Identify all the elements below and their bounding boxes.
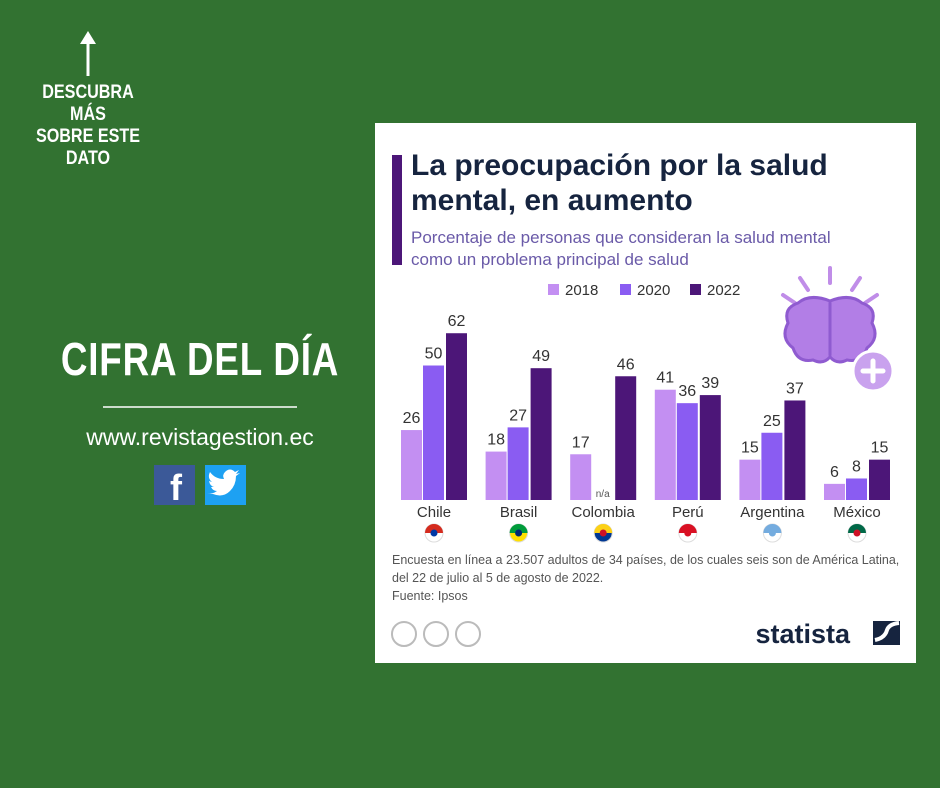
x-tick-label: Argentina [740,504,805,521]
twitter-glyph [207,469,240,496]
bar [761,432,783,500]
brand: statista [755,619,851,649]
bar [824,483,845,500]
bar [846,478,867,500]
bar [507,427,529,500]
bar [446,333,467,500]
value-label: 17 [572,434,590,451]
value-label: n/a [596,489,610,500]
flag [853,529,861,537]
bar [530,368,552,500]
flag [430,529,438,537]
bar [739,459,761,500]
value-label: 27 [509,407,527,424]
legend-swatch [620,284,631,295]
statista-logo: statista [755,619,900,649]
x-tick-label: Chile [417,504,451,521]
flag [684,529,692,537]
cta-line: DESCUBRA MÁS [42,82,134,125]
chart-subtitle: Porcentaje de personas que consideran la… [411,228,831,269]
value-label: 6 [830,464,839,481]
value-label: 15 [741,440,759,457]
bar [615,376,637,500]
cta-line: DATO [65,148,111,169]
value-label: 50 [425,346,443,363]
flag [509,524,528,533]
flag [515,529,523,537]
bar [654,389,676,500]
value-label: 25 [763,413,781,430]
bar [423,365,444,500]
bar [676,403,698,500]
value-label: 8 [852,458,861,475]
legend-swatch [690,284,701,295]
arrow-head [80,31,96,44]
flag [678,524,697,533]
flag [599,529,607,537]
x-tick-label: Perú [672,504,704,521]
cc-icons [391,621,481,647]
facebook-glyph: f [170,467,183,508]
flag [425,524,443,533]
headline: CIFRA DEL DÍA [60,333,340,385]
cta-line: SOBRE ESTE [35,126,141,147]
facebook-icon[interactable] [154,465,195,505]
x-tick-label: Brasil [500,504,538,521]
flag [768,529,776,537]
cta[interactable]: DESCUBRA MÁS SOBRE ESTE DATO [29,82,148,170]
legend-swatch [548,284,559,295]
flag [594,524,613,533]
chart-card: statista 2018 2020 2022 26 50 62 Chile 18 27 49 Br… [375,123,916,663]
bar [699,395,721,500]
bar [869,459,890,500]
x-tick-label: México [833,504,881,521]
chart-note: Encuesta en línea a 23.507 adultos de 34… [392,553,900,585]
title-accent [392,155,402,265]
chart-source: Fuente: Ipsos [392,589,468,603]
bar [485,451,507,500]
flag [848,524,866,533]
flag [763,524,782,533]
value-label: 37 [786,380,804,397]
value-label: 41 [656,370,674,387]
bar [401,430,422,500]
value-label: 26 [403,410,421,427]
legend-label: 2022 [707,282,740,299]
legend-label: 2018 [565,282,598,299]
bar [784,400,806,500]
website[interactable]: www.revistagestion.ec [86,424,314,450]
value-label: 62 [448,313,466,330]
value-label: 15 [871,440,889,457]
brain-icon [781,266,895,393]
x-tick-label: Colombia [572,504,636,521]
bar [570,454,592,500]
value-label: 18 [487,432,505,449]
legend-label: 2020 [637,282,670,299]
value-label: 36 [678,383,696,400]
value-label: 49 [532,348,550,365]
chart-title: La preocupación por la salud mental, en … [411,149,828,217]
value-label: 39 [701,375,719,392]
value-label: 46 [617,356,635,373]
